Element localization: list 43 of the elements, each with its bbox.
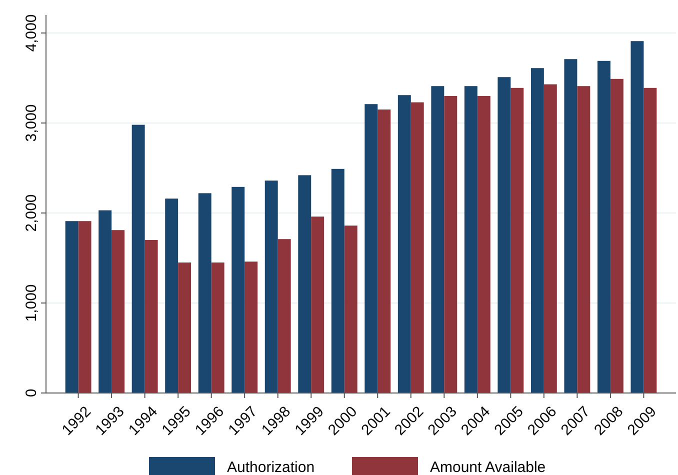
bar <box>544 84 557 393</box>
bar <box>98 210 112 393</box>
bar <box>232 186 245 393</box>
bar <box>311 216 324 393</box>
legend-label: Amount Available <box>430 459 546 475</box>
bar <box>564 59 578 393</box>
bar <box>510 88 524 393</box>
bar <box>444 96 458 393</box>
bar <box>644 88 657 393</box>
bar <box>431 86 444 393</box>
bar <box>464 86 478 393</box>
bar <box>498 77 511 393</box>
bar <box>78 221 92 393</box>
bar <box>264 180 278 393</box>
bar <box>331 168 344 393</box>
y-tick-label: 3,000 <box>23 104 40 142</box>
bar <box>364 104 378 393</box>
bar <box>112 230 125 393</box>
bar <box>610 78 624 393</box>
bar <box>65 221 78 393</box>
bar <box>244 262 258 393</box>
y-tick-label: 1,000 <box>23 284 40 322</box>
bar <box>178 262 192 393</box>
bar <box>410 102 424 393</box>
bar <box>278 239 291 393</box>
bar <box>298 175 312 393</box>
bar <box>132 124 145 393</box>
bar <box>378 110 391 393</box>
bar <box>530 68 544 393</box>
bar <box>165 198 178 393</box>
bar <box>398 95 411 393</box>
y-tick-label: 2,000 <box>23 194 40 232</box>
bar <box>211 262 224 393</box>
y-tick-label: 0 <box>23 388 40 398</box>
bar <box>597 60 610 393</box>
bar <box>344 226 358 393</box>
bar <box>630 41 644 393</box>
y-tick-label: 4,000 <box>23 14 40 52</box>
legend-label: Authorization <box>227 459 315 475</box>
bar <box>477 96 490 393</box>
bar <box>577 86 590 393</box>
bar <box>144 240 158 393</box>
bar <box>198 193 212 393</box>
